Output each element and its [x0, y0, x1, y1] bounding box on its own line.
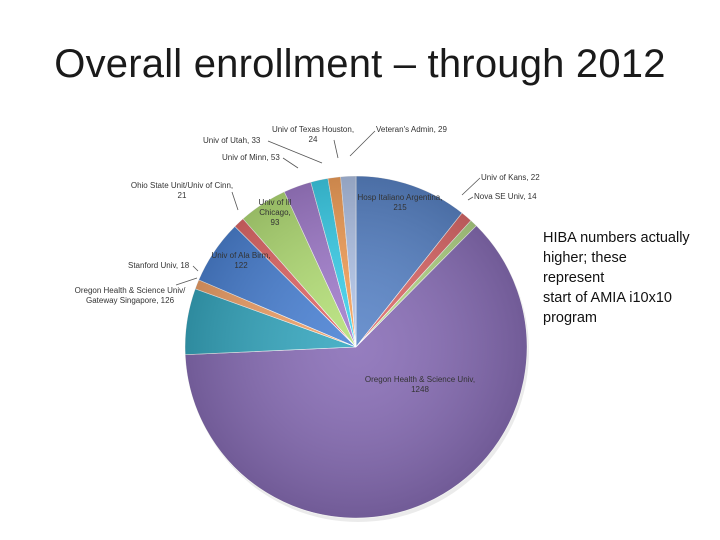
slice-label: Oregon Health & Science Univ, 1248 — [365, 375, 475, 394]
slice-label: Univ of Ala Birm, 122 — [211, 251, 270, 270]
leader-line — [333, 139, 339, 159]
side-note-line: higher; these — [543, 250, 627, 266]
leader-line — [175, 277, 198, 286]
side-note-line: program — [543, 310, 597, 326]
leader-line — [467, 196, 474, 201]
leader-line — [349, 130, 376, 157]
pie-slices — [184, 175, 529, 522]
pie-shading — [185, 176, 527, 518]
leader-line — [192, 265, 199, 272]
leader-line — [461, 177, 481, 196]
side-note-line: start of AMIA i10x10 — [543, 290, 672, 306]
slice-label: Univ of Texas Houston, 24 — [272, 125, 354, 144]
page-title: Overall enrollment – through 2012 — [54, 42, 666, 86]
slice-label: Univ of Minn, 53 — [222, 153, 280, 162]
slice-label: Veteran's Admin, 29 — [376, 125, 447, 134]
slice-label: Oregon Health & Science Univ/Gateway Sin… — [75, 286, 187, 305]
leader-line — [267, 140, 323, 164]
slice-label: Univ of Ill Chicago, 93 — [259, 198, 292, 227]
side-note-line: HIBA numbers actually — [543, 230, 690, 246]
leader-line — [282, 157, 299, 169]
slice-label: Univ of Kans, 22 — [481, 173, 540, 182]
slice-label: Nova SE Univ, 14 — [474, 192, 537, 201]
slice-label: Hosp Italiano Argentina, 215 — [358, 193, 443, 212]
leader-line — [231, 191, 239, 211]
side-note-line: represent — [543, 270, 605, 286]
leader-lines — [175, 130, 481, 286]
side-note: HIBA numbers actually higher; these repr… — [543, 228, 715, 328]
slice-label: Univ of Utah, 33 — [203, 136, 261, 145]
slice-labels: Hosp Italiano Argentina, 215 Univ of Kans,… — [75, 125, 541, 394]
slice-label: Stanford Univ, 18 — [128, 261, 190, 270]
slice-label: Ohio State Unit/Univ of Cinn, 21 — [131, 181, 233, 200]
